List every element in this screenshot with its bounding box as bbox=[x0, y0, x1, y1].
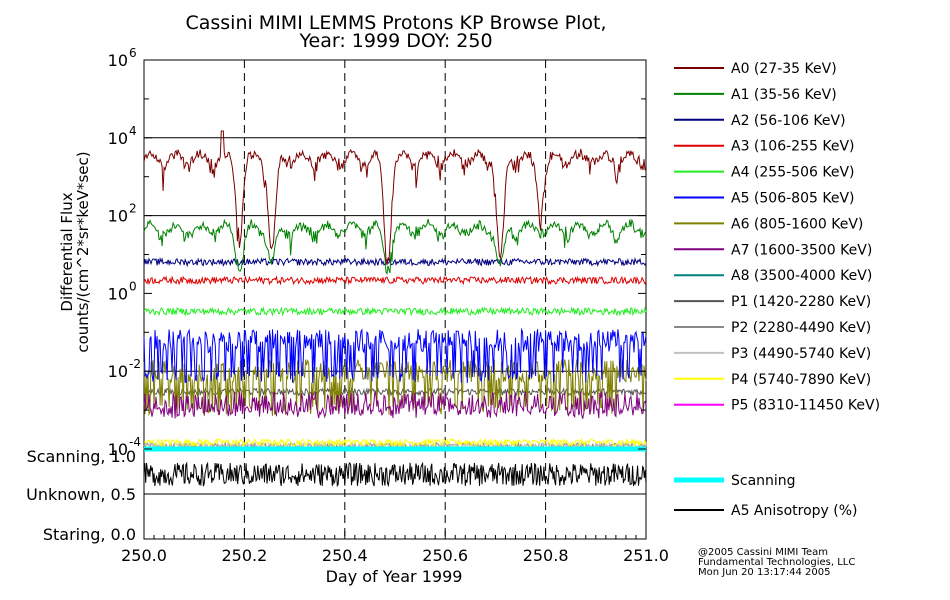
legend-label: A7 (1600-3500 KeV) bbox=[731, 242, 872, 258]
y-tick-label: 10 bbox=[108, 129, 128, 148]
legend-label: P5 (8310-11450 KeV) bbox=[731, 398, 880, 414]
legend-label: A3 (106-255 KeV) bbox=[731, 139, 854, 155]
y-tick-exponent: 6 bbox=[129, 46, 137, 60]
credits-line2: Fundamental Technologies, LLC bbox=[698, 557, 855, 568]
lower-label-scanning: Scanning, 1.0 bbox=[27, 447, 136, 466]
y-tick-label: 10 bbox=[108, 284, 128, 303]
y-tick-label: 10 bbox=[108, 207, 128, 226]
x-tick-label: 250.2 bbox=[221, 546, 267, 565]
y-tick-exponent: 4 bbox=[129, 124, 137, 138]
series-line-a6 bbox=[143, 358, 647, 417]
series-line-a7 bbox=[143, 390, 647, 419]
legend-label: P1 (1420-2280 KeV) bbox=[731, 294, 871, 310]
lower-label-staring: Staring, 0.0 bbox=[43, 525, 136, 544]
y-axis-label-line2: counts/(cm^2*sr*keV*sec) bbox=[74, 151, 92, 352]
legend-label: Scanning bbox=[731, 473, 796, 489]
chart-title: Cassini MIMI LEMMS Protons KP Browse Plo… bbox=[185, 12, 606, 34]
series-line-a5-anisotropy bbox=[143, 461, 647, 488]
x-tick-label: 251.0 bbox=[623, 546, 669, 565]
series-line-a1 bbox=[143, 218, 647, 275]
y-axis-label-line1: Differential Flux bbox=[58, 192, 76, 311]
legend-label: P4 (5740-7890 KeV) bbox=[731, 372, 871, 388]
series-line-a4 bbox=[143, 306, 647, 317]
y-tick-label: 10 bbox=[108, 51, 128, 70]
y-tick-label: 10 bbox=[108, 362, 128, 381]
legend-label: A1 (35-56 KeV) bbox=[731, 87, 837, 103]
legend-label: A2 (56-106 KeV) bbox=[731, 113, 846, 129]
legend-label: A5 (506-805 KeV) bbox=[731, 191, 854, 207]
series-line-p4 bbox=[143, 437, 647, 448]
legend-label: P2 (2280-4490 KeV) bbox=[731, 320, 871, 336]
x-axis-label: Day of Year 1999 bbox=[326, 567, 463, 586]
series-line-a5 bbox=[143, 327, 647, 384]
y-tick-exponent: -2 bbox=[129, 357, 141, 371]
credits-line1: @2005 Cassini MIMI Team bbox=[698, 547, 828, 558]
chart-subtitle: Year: 1999 DOY: 250 bbox=[298, 30, 492, 52]
x-tick-label: 250.0 bbox=[121, 546, 167, 565]
legend-label: A0 (27-35 KeV) bbox=[731, 61, 837, 77]
x-tick-label: 250.8 bbox=[523, 546, 569, 565]
credits-line3: Mon Jun 20 13:17:44 2005 bbox=[698, 567, 831, 578]
lower-label-unknown: Unknown, 0.5 bbox=[26, 485, 136, 504]
y-tick-exponent: -4 bbox=[129, 435, 141, 449]
legend-label: A6 (805-1600 KeV) bbox=[731, 216, 863, 232]
x-tick-label: 250.4 bbox=[322, 546, 368, 565]
y-tick-label: 10 bbox=[108, 440, 128, 459]
legend-label: A5 Anisotropy (%) bbox=[731, 503, 858, 519]
series-line-a0 bbox=[143, 130, 647, 266]
x-tick-label: 250.6 bbox=[422, 546, 468, 565]
legend-label: A8 (3500-4000 KeV) bbox=[731, 268, 872, 284]
y-tick-exponent: 0 bbox=[129, 279, 137, 293]
legend-label: A4 (255-506 KeV) bbox=[731, 165, 854, 181]
series-line-a3 bbox=[143, 275, 647, 286]
y-tick-exponent: 2 bbox=[129, 202, 137, 216]
series-line-a2 bbox=[143, 256, 647, 268]
legend-label: P3 (4490-5740 KeV) bbox=[731, 346, 871, 362]
